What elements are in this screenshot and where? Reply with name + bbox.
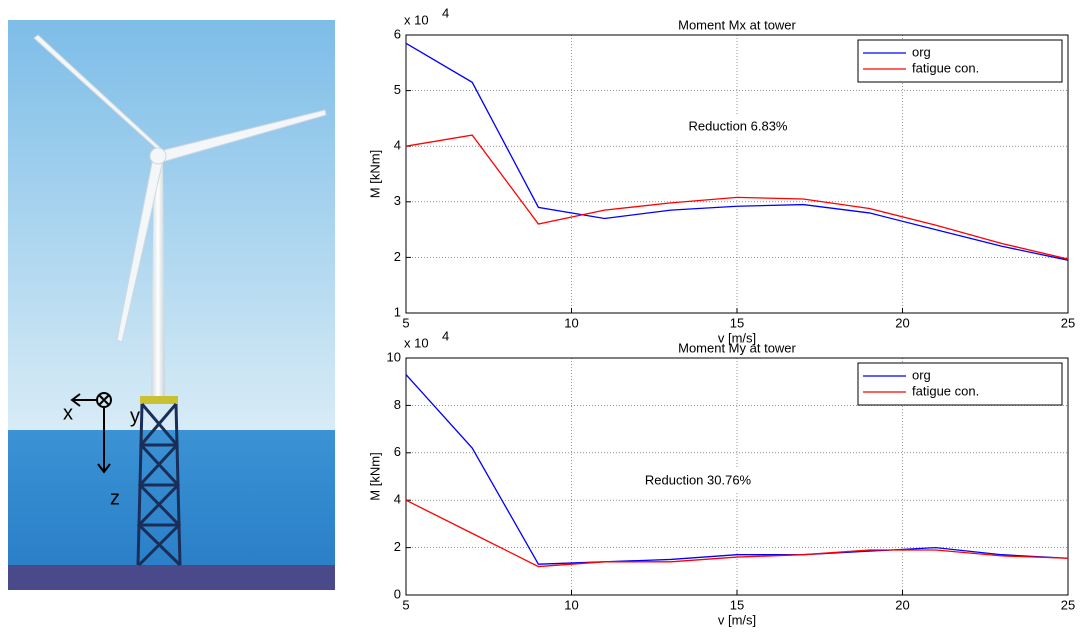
y-tick-label: 2 [394,539,401,554]
axis-label: y [130,405,140,427]
y-scale-power: 4 [442,328,449,343]
y-tick-label: 8 [394,397,401,412]
y-scale-label: x 10 [404,12,429,27]
rotor [33,34,327,343]
series-line [405,134,1069,260]
y-tick-label: 6 [394,444,401,459]
legend-label: fatigue con. [912,383,979,398]
x-tick-label: 5 [402,597,409,612]
y-tick-label: 1 [394,304,401,319]
axes-frame [405,357,1069,596]
sea [8,430,335,570]
x-axis-label: v [m/s] [718,612,756,627]
legend-label: org [912,367,931,382]
annotation: Reduction 30.76% [645,472,752,487]
y-axis-label: M [kNm] [367,150,382,198]
legend-box [857,39,1063,83]
series-line [405,499,1069,568]
x-tick-label: 10 [564,315,578,330]
y-scale-power: 4 [442,5,449,20]
axes-frame [405,34,1069,314]
y-tick-label: 2 [394,249,401,264]
y-tick-label: 10 [387,349,401,364]
turbine-illustration: x y z [8,20,335,590]
chart-title: Moment My at tower [678,340,796,355]
annotation-background [676,114,800,138]
axis-label: x [63,402,73,424]
sky [8,20,335,432]
x-tick-label: 25 [1061,315,1075,330]
x-axis-label: v [m/s] [718,330,756,345]
platform [140,396,178,404]
y-axis-label: M [kNm] [367,452,382,500]
jacket [136,403,182,567]
series-line [405,374,1069,565]
x-tick-label: 10 [564,597,578,612]
x-tick-label: 20 [895,315,909,330]
y-scale-label: x 10 [404,335,429,350]
x-tick-label: 20 [895,597,909,612]
legend-label: fatigue con. [912,60,979,75]
x-tick-label: 15 [730,597,744,612]
x-tick-label: 25 [1061,597,1075,612]
y-tick-label: 4 [394,492,401,507]
legend-box [857,362,1063,406]
y-tick-label: 4 [394,138,401,153]
chart-title: Moment Mx at tower [678,17,796,32]
y-tick-label: 0 [394,586,401,601]
tower [151,160,165,398]
x-tick-label: 15 [730,315,744,330]
y-tick-label: 3 [394,193,401,208]
annotation-background [632,468,764,492]
series-line [405,42,1069,261]
seabed [8,565,335,590]
legend-label: org [912,44,931,59]
annotation: Reduction 6.83% [688,118,787,133]
y-tick-label: 6 [394,26,401,41]
axis-label: z [110,487,120,509]
x-tick-label: 5 [402,315,409,330]
coordinate-axes [70,392,112,474]
y-tick-label: 5 [394,82,401,97]
